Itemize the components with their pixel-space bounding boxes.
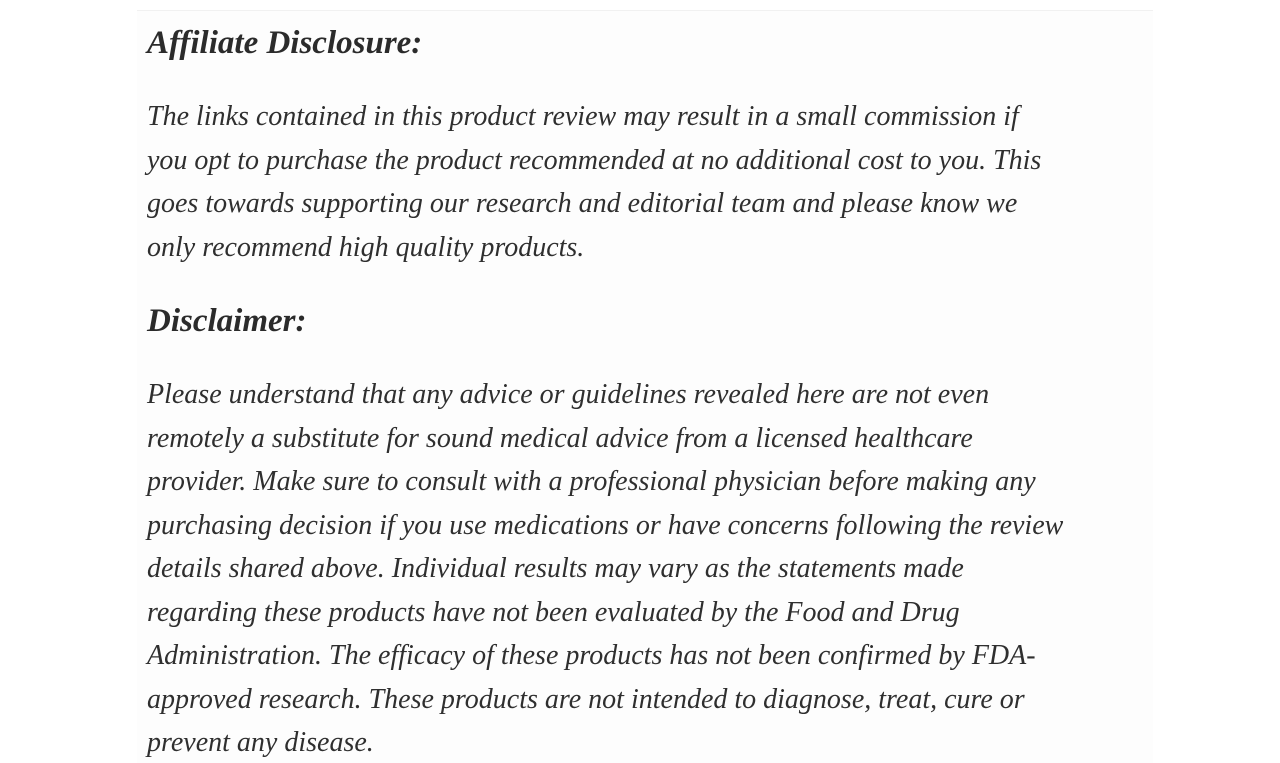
- section-disclaimer: Disclaimer: Please understand that any a…: [147, 299, 1147, 763]
- affiliate-disclosure-heading: Affiliate Disclosure:: [147, 25, 423, 61]
- affiliate-disclosure-paragraph: The links contained in this product revi…: [147, 101, 1042, 263]
- section-affiliate-disclosure: Affiliate Disclosure: The links containe…: [147, 21, 1147, 269]
- disclaimer-paragraph: Please understand that any advice or gui…: [147, 379, 1064, 758]
- article-content-card: Affiliate Disclosure: The links containe…: [137, 10, 1153, 763]
- disclaimer-heading: Disclaimer:: [147, 303, 307, 339]
